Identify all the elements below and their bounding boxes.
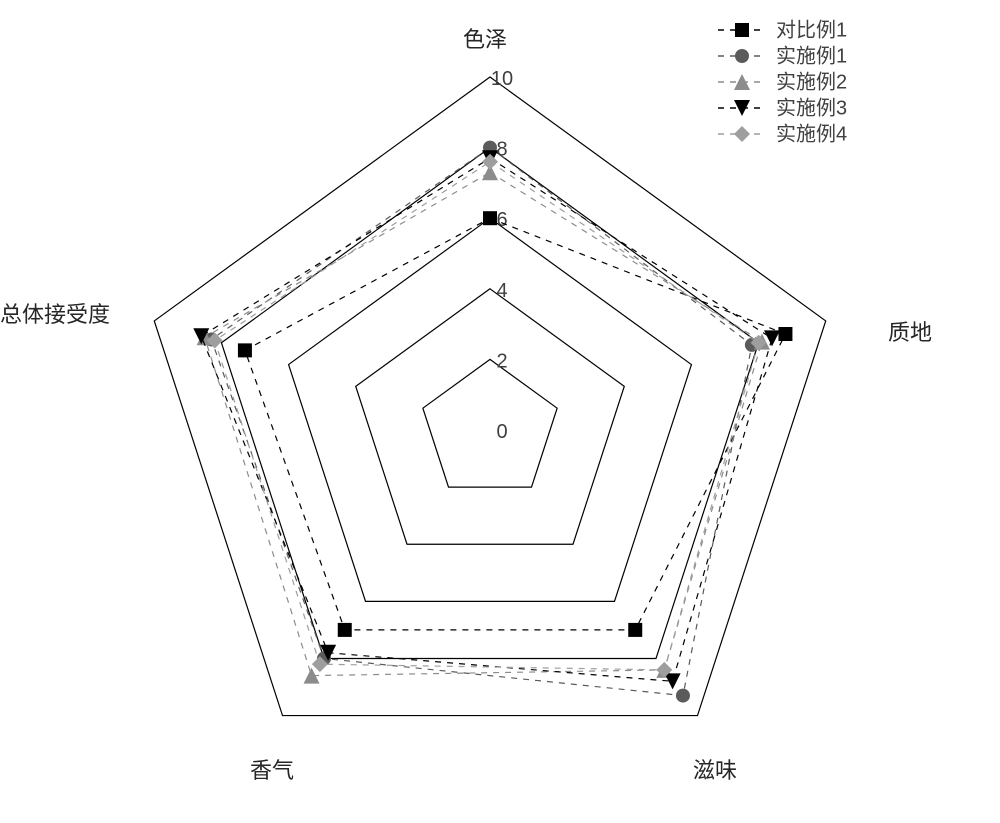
legend-label: 实施例4 (776, 122, 847, 145)
axis-label-texture: 质地 (888, 320, 932, 345)
axis-label-taste: 滋味 (693, 758, 737, 783)
legend-item-example2: 实施例2 (718, 70, 847, 93)
legend-label: 对比例1 (776, 18, 847, 41)
legend-item-example4: 实施例4 (718, 122, 847, 145)
legend-item-control1: 对比例1 (718, 18, 847, 41)
axis-label-color: 色泽 (463, 27, 507, 52)
axis-label-acceptance: 总体接受度 (0, 302, 110, 327)
legend-item-example1: 实施例1 (718, 44, 847, 67)
tick-label: 6 (496, 209, 507, 231)
series-example2 (197, 164, 770, 683)
legend-label: 实施例2 (776, 70, 847, 93)
legend: 对比例1 实施例1 实施例2 实施例3 实施例4 (718, 18, 847, 145)
tick-label: 0 (496, 421, 507, 443)
radar-chart: 0246810色泽质地滋味香气总体接受度对比例1实施例1实施例2实施例3实施例4 (0, 0, 1000, 823)
radar-tick-labels: 0246810 (491, 68, 513, 443)
tick-label: 4 (496, 280, 507, 302)
tick-label: 10 (491, 68, 513, 90)
legend-item-example3: 实施例3 (718, 96, 847, 119)
series-example4 (207, 154, 767, 678)
series-group (193, 141, 792, 703)
tick-label: 2 (496, 350, 507, 372)
axis-label-aroma: 香气 (250, 758, 294, 783)
series-example3 (193, 150, 780, 689)
legend-label: 实施例1 (776, 44, 847, 67)
series-control1 (238, 211, 793, 637)
legend-label: 实施例3 (776, 96, 847, 119)
